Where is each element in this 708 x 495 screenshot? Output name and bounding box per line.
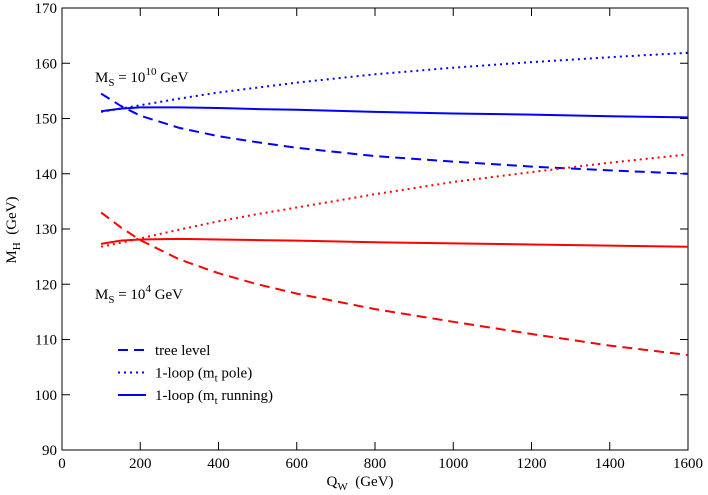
y-tick-label: 130	[35, 222, 58, 238]
y-tick-label: 100	[35, 388, 58, 404]
legend-entry: tree level	[118, 343, 210, 359]
legend-entry: 1-loop (mt running)	[118, 388, 273, 407]
x-tick-label: 1200	[517, 456, 547, 472]
series-line	[100, 237, 689, 248]
x-tick-label: 1400	[595, 456, 625, 472]
x-tick-label: 800	[364, 456, 387, 472]
y-tick-label: 140	[35, 167, 58, 183]
annotation: MS = 104 GeV	[95, 283, 183, 306]
y-axis-label: MH (GeV)	[4, 196, 23, 263]
y-tick-label: 160	[35, 56, 58, 72]
series-line	[100, 153, 689, 248]
x-tick-label: 1600	[673, 456, 703, 472]
x-tick-label: 400	[207, 456, 230, 472]
series-line	[100, 106, 689, 119]
legend-entry: 1-loop (mt pole)	[118, 366, 252, 385]
legend-label: tree level	[155, 343, 210, 359]
x-tick-label: 1000	[438, 456, 468, 472]
series-line	[100, 92, 689, 175]
x-tick-label: 600	[286, 456, 309, 472]
y-tick-label: 120	[35, 277, 58, 293]
legend-label: 1-loop (mt pole)	[155, 366, 252, 385]
x-tick-label: 0	[58, 456, 66, 472]
x-axis-label: QW (GeV)	[326, 474, 393, 493]
annotation: MS = 1010 GeV	[95, 66, 189, 89]
y-tick-label: 90	[42, 443, 57, 459]
legend-label: 1-loop (mt running)	[155, 388, 273, 407]
x-tick-label: 200	[129, 456, 152, 472]
y-tick-label: 170	[35, 1, 58, 17]
series-line	[100, 51, 689, 113]
y-tick-label: 150	[35, 112, 58, 128]
series-line	[100, 211, 689, 356]
y-tick-label: 110	[35, 333, 57, 349]
